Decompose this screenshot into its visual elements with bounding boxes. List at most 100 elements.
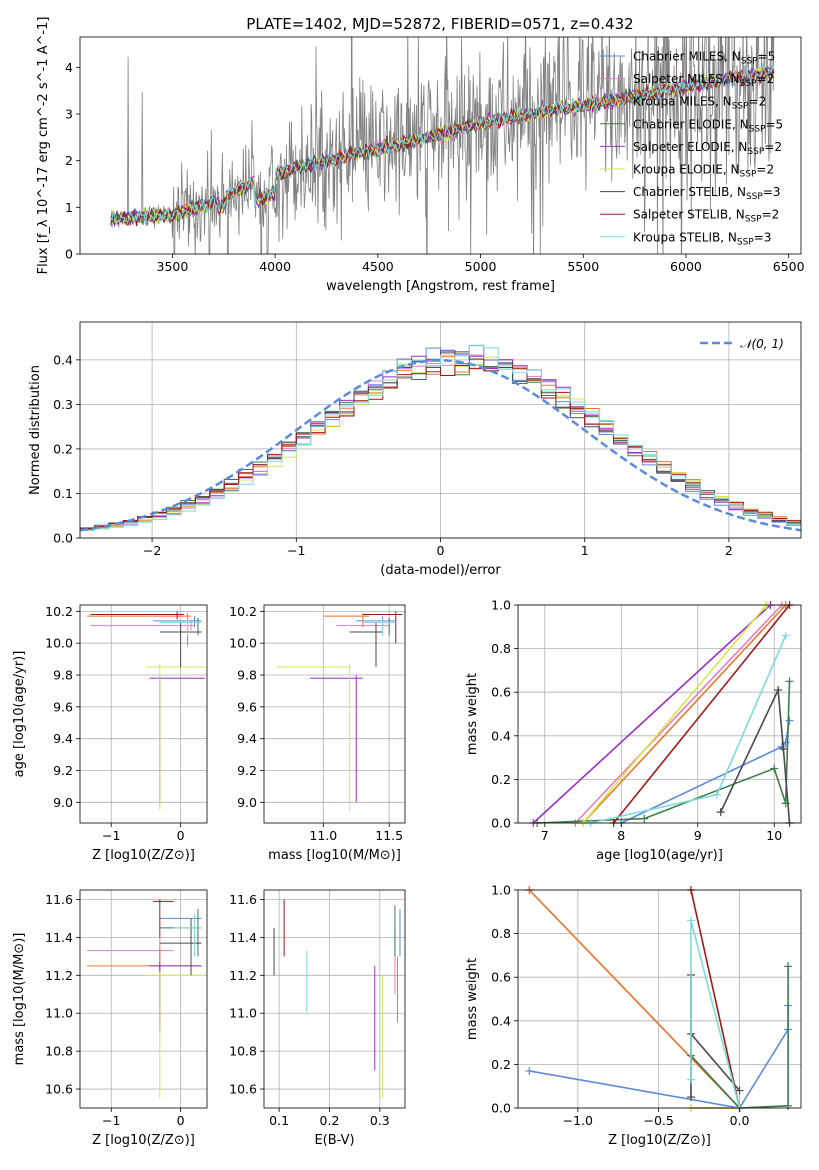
y-tick-label: 0 bbox=[65, 247, 73, 262]
series-line bbox=[574, 604, 783, 824]
x-tick-label: 4000 bbox=[259, 259, 291, 274]
y-tick-label: 10.0 bbox=[229, 636, 257, 651]
x-axis-label: (data-model)/error bbox=[380, 563, 501, 578]
model-spectrum-kroupa-stelib bbox=[110, 62, 775, 225]
legend-label: Salpeter MILES, NSSP=2 bbox=[633, 72, 774, 89]
x-tick-label: 11.5 bbox=[375, 828, 403, 843]
x-axis-label: wavelength [Angstrom, rest frame] bbox=[326, 279, 555, 294]
spectrum-legend: Chabrier MILES, NSSP=5 Salpeter MILES, NS… bbox=[600, 50, 783, 247]
series-marker bbox=[687, 1093, 696, 1102]
y-tick-label: 11.6 bbox=[229, 892, 257, 907]
series-line bbox=[690, 889, 741, 1109]
series-marker bbox=[784, 1101, 793, 1110]
errorbar-kroupa-elodie bbox=[277, 663, 351, 811]
axes-frame bbox=[263, 889, 406, 1109]
series-marker bbox=[781, 631, 790, 640]
error-bars bbox=[277, 611, 403, 811]
y-tick-label: 0.2 bbox=[491, 772, 511, 787]
x-tick-label: 5500 bbox=[567, 259, 599, 274]
y-tick-label: 9.8 bbox=[53, 668, 73, 683]
spectrum-panel: 3500 4000 4500 5000 5500 6000 6500 0 1 2 3 4 wavelen… bbox=[36, 17, 805, 294]
series-marker bbox=[784, 962, 793, 971]
x-tick-label: 10 bbox=[766, 828, 782, 843]
x-axis-label: mass [log10(M/M⊙)] bbox=[268, 848, 401, 863]
error-bars bbox=[273, 899, 401, 1099]
series-marker bbox=[687, 1075, 696, 1084]
series-line bbox=[532, 604, 771, 824]
error-bars bbox=[86, 899, 205, 1099]
y-tick-label: 10.6 bbox=[229, 1082, 257, 1097]
error-bars bbox=[86, 611, 205, 811]
y-tick-label: 0.2 bbox=[53, 441, 73, 456]
y-tick-label: 9.0 bbox=[53, 795, 73, 810]
x-tick-label: 11.0 bbox=[309, 828, 337, 843]
axes-frame bbox=[79, 604, 208, 824]
y-tick-label: 10.2 bbox=[229, 604, 257, 619]
y-tick-label: 11.4 bbox=[45, 930, 73, 945]
x-tick-label: 4500 bbox=[362, 259, 394, 274]
histogram-kroupa-stelib bbox=[80, 345, 801, 538]
x-tick-label: −1 bbox=[287, 543, 305, 558]
x-axis-label: Z [log10(Z/Z⊙)] bbox=[92, 848, 195, 863]
y-tick-label: 0.2 bbox=[491, 1057, 511, 1072]
x-tick-label: 6500 bbox=[773, 259, 805, 274]
y-tick-label: 10.6 bbox=[45, 1082, 73, 1097]
y-tick-label: 11.0 bbox=[229, 1006, 257, 1021]
x-tick-label: 5000 bbox=[465, 259, 497, 274]
y-tick-label: 1.0 bbox=[491, 598, 511, 613]
x-tick-label: 2 bbox=[725, 543, 733, 558]
errorbar-kroupa-stelib bbox=[159, 619, 202, 636]
series-line bbox=[528, 889, 741, 1109]
y-tick-label: 9.4 bbox=[53, 731, 73, 746]
errorbar-salpeter-stelib bbox=[152, 899, 174, 938]
histogram-salpeter-stelib bbox=[80, 365, 801, 538]
y-tick-label: 9.2 bbox=[53, 763, 73, 778]
legend-label: 𝒩(0, 1) bbox=[740, 337, 784, 351]
age-vs-mass-panel: 11.0 11.5 9.0 9.2 9.4 9.6 9.8 10.0 10.2 mass [log… bbox=[229, 604, 406, 863]
x-tick-label: 0 bbox=[177, 1113, 185, 1128]
series-line bbox=[582, 604, 787, 824]
axes-frame bbox=[517, 604, 802, 824]
legend-label: Kroupa ELODIE, NSSP=2 bbox=[633, 163, 774, 180]
age-vs-metallicity-panel: −1 0 9.0 9.2 9.4 9.6 9.8 10.0 10.2 Z [log10(Z/Z⊙)… bbox=[12, 604, 208, 863]
axes-frame bbox=[79, 889, 208, 1109]
x-tick-label: 0.0 bbox=[730, 1113, 750, 1128]
errorbar-kroupa-stelib bbox=[362, 619, 396, 636]
x-tick-label: 0.3 bbox=[370, 1113, 390, 1128]
series-chabrier-stelib bbox=[716, 686, 794, 827]
x-axis-label: age [log10(age/yr)] bbox=[596, 848, 723, 863]
series-marker bbox=[774, 686, 783, 695]
y-tick-label: 9.8 bbox=[237, 668, 257, 683]
series-kroupa-stelib bbox=[687, 916, 744, 1112]
x-axis-label: Z [log10(Z/Z⊙)] bbox=[92, 1133, 195, 1148]
spectrum-lines bbox=[110, 37, 775, 254]
legend-label: Salpeter ELODIE, NSSP=2 bbox=[633, 140, 782, 157]
y-tick-label: 9.6 bbox=[237, 699, 257, 714]
y-tick-label: 11.6 bbox=[45, 892, 73, 907]
y-tick-label: 0.1 bbox=[53, 486, 73, 501]
weight-lines bbox=[525, 886, 793, 1112]
y-tick-label: 0.0 bbox=[491, 816, 511, 831]
y-tick-label: 11.2 bbox=[45, 968, 73, 983]
x-tick-label: −1 bbox=[102, 828, 120, 843]
x-tick-label: 7 bbox=[541, 828, 549, 843]
x-tick-label: −1 bbox=[102, 1113, 120, 1128]
series-line bbox=[582, 604, 768, 824]
x-tick-label: 0 bbox=[437, 543, 445, 558]
x-tick-label: 9 bbox=[694, 828, 702, 843]
legend-label: Chabrier STELIB, NSSP=3 bbox=[633, 185, 781, 202]
legend-label: Kroupa STELIB, NSSP=3 bbox=[633, 230, 771, 247]
y-tick-label: 1.0 bbox=[491, 883, 511, 898]
legend-label: Salpeter STELIB, NSSP=2 bbox=[633, 208, 779, 225]
axes-frame bbox=[79, 36, 802, 255]
errorbar-kroupa-stelib bbox=[173, 914, 202, 957]
y-axis-label: mass [log10(M/M⊙)] bbox=[12, 933, 27, 1066]
series-line bbox=[690, 966, 789, 1109]
y-tick-label: 10.2 bbox=[45, 604, 73, 619]
y-tick-label: 11.4 bbox=[229, 930, 257, 945]
y-axis-label: mass weight bbox=[465, 673, 480, 755]
mass-vs-ebv-panel: 0.1 0.2 0.3 10.6 10.8 11.0 11.2 11.4 11.6 E(B-V) bbox=[229, 889, 406, 1148]
y-tick-label: 0.6 bbox=[491, 970, 511, 985]
y-tick-label: 9.0 bbox=[237, 795, 257, 810]
errorbar-chabrier-stelib bbox=[349, 622, 383, 668]
